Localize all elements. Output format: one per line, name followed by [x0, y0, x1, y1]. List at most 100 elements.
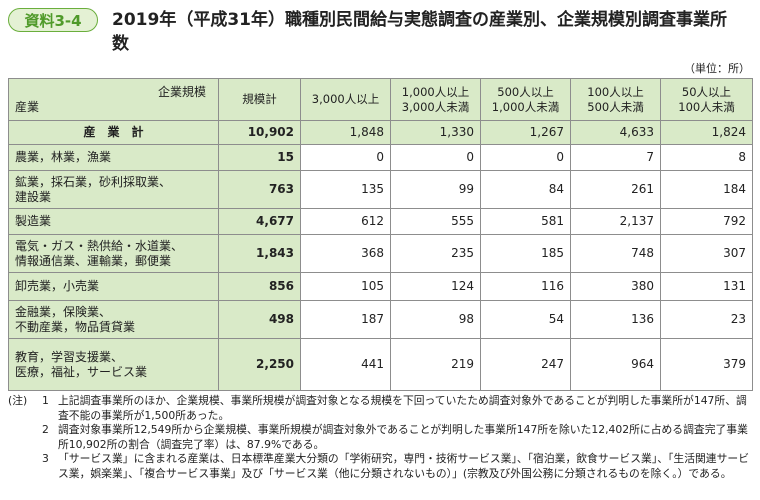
header-line: 100人以上: [587, 84, 644, 99]
value-cell: 54: [480, 300, 571, 339]
value-cell: 1,267: [480, 120, 571, 145]
label-line: 産 業 計: [83, 125, 144, 139]
value-cell: 856: [218, 272, 301, 301]
value-cell: 763: [218, 170, 301, 209]
value-cell: 581: [480, 208, 571, 235]
note-spacer: [8, 423, 42, 452]
header-row: 企業規模 産業 規模計 3,000人以上 1,000人以上 3,000人未満 500人以上 1…: [8, 78, 753, 121]
label-line: 電気・ガス・熱供給・水道業、: [15, 238, 184, 253]
corner-bottom: 産業: [15, 99, 40, 114]
value-cell: 368: [300, 234, 391, 273]
value-cell: 185: [480, 234, 571, 273]
row-label: 教育，学習支援業、 医療，福祉，サービス業: [8, 338, 219, 391]
value-cell: 498: [218, 300, 301, 339]
label-line: 不動産業，物品賃貸業: [15, 319, 136, 334]
badge: 資料3-4: [8, 8, 98, 32]
row-label: 製造業: [8, 208, 219, 235]
value-cell: 23: [660, 300, 753, 339]
row-label: 電気・ガス・熱供給・水道業、 情報通信業、運輸業，郵便業: [8, 234, 219, 273]
value-cell: 1,330: [390, 120, 481, 145]
column-header: 3,000人以上: [300, 78, 391, 121]
note: 2 調査対象事業所12,549所から企業規模、事業所規模が調査対象外であることが判…: [8, 423, 752, 452]
label-line: 製造業: [15, 214, 52, 228]
label-line: 農業，林業，漁業: [15, 150, 112, 164]
row: 教育，学習支援業、 医療，福祉，サービス業 2,250 441 219 247 964 379: [8, 338, 753, 391]
label-line: 卸売業，小売業: [15, 279, 100, 293]
column-header: 1,000人以上 3,000人未満: [390, 78, 481, 121]
notes: (注) 1 上記調査事業所のほか、企業規模、事業所規模が調査対象となる規模を下回って…: [8, 394, 752, 481]
value-cell: 2,137: [570, 208, 661, 235]
label-line: 医療，福祉，サービス業: [15, 364, 148, 379]
value-cell: 7: [570, 144, 661, 171]
row: 卸売業，小売業 856 105 124 116 380 131: [8, 272, 753, 301]
value-cell: 2,250: [218, 338, 301, 391]
value-cell: 792: [660, 208, 753, 235]
column-header: 規模計: [218, 78, 301, 121]
row-label: 卸売業，小売業: [8, 272, 219, 301]
note: 3 「サービス業」に含まれる産業は、日本標準産業大分類の「学術研究，専門・技術サー…: [8, 452, 752, 481]
header-line: 3,000人以上: [311, 92, 380, 106]
label-line: 鉱業，採石業，砂利採取業、: [15, 174, 172, 189]
row-label: 金融業，保険業、 不動産業，物品賃貸業: [8, 300, 219, 339]
label-line: 情報通信業、運輸業，郵便業: [15, 253, 172, 268]
value-cell: 261: [570, 170, 661, 209]
value-cell: 4,677: [218, 208, 301, 235]
note-text: 「サービス業」に含まれる産業は、日本標準産業大分類の「学術研究，専門・技術サービ…: [58, 452, 749, 480]
label-line: 建設業: [15, 189, 52, 204]
note-spacer: [8, 452, 42, 481]
value-cell: 219: [390, 338, 481, 391]
row: 電気・ガス・熱供給・水道業、 情報通信業、運輸業，郵便業 1,843 368 235 18…: [8, 234, 753, 273]
value-cell: 84: [480, 170, 571, 209]
note-text: 調査対象事業所12,549所から企業規模、事業所規模が調査対象外であることが判明…: [58, 423, 748, 451]
row: 産 業 計 10,902 1,848 1,330 1,267 4,633 1,824: [8, 120, 753, 145]
value-cell: 8: [660, 144, 753, 171]
value-cell: 555: [390, 208, 481, 235]
value-cell: 1,824: [660, 120, 753, 145]
row: 農業，林業，漁業 15 0 0 0 7 8: [8, 144, 753, 171]
note-label: (注): [8, 394, 28, 407]
corner-top: 企業規模: [157, 84, 206, 99]
row-label: 鉱業，採石業，砂利採取業、 建設業: [8, 170, 219, 209]
value-cell: 187: [300, 300, 391, 339]
corner-cell: 企業規模産業: [8, 78, 219, 121]
note-number: 2: [42, 423, 49, 436]
value-cell: 1,843: [218, 234, 301, 273]
column-header: 100人以上 500人未満: [570, 78, 661, 121]
value-cell: 135: [300, 170, 391, 209]
value-cell: 1,848: [300, 120, 391, 145]
value-cell: 235: [390, 234, 481, 273]
header-line: 1,000人以上: [401, 84, 470, 99]
value-cell: 131: [660, 272, 753, 301]
value-cell: 124: [390, 272, 481, 301]
table: 企業規模 産業 規模計 3,000人以上 1,000人以上 3,000人未満 500人以上 1…: [8, 78, 753, 391]
value-cell: 10,902: [218, 120, 301, 145]
value-cell: 247: [480, 338, 571, 391]
label-line: 教育，学習支援業、: [15, 349, 124, 364]
value-cell: 184: [660, 170, 753, 209]
value-cell: 0: [480, 144, 571, 171]
note-number: 1: [42, 394, 49, 407]
value-cell: 379: [660, 338, 753, 391]
value-cell: 964: [570, 338, 661, 391]
value-cell: 116: [480, 272, 571, 301]
row: 製造業 4,677 612 555 581 2,137 792: [8, 208, 753, 235]
header-line: 500人以上: [497, 84, 554, 99]
note: (注) 1 上記調査事業所のほか、企業規模、事業所規模が調査対象となる規模を下回って…: [8, 394, 752, 423]
header-line: 100人未満: [678, 99, 735, 114]
value-cell: 136: [570, 300, 661, 339]
row: 鉱業，採石業，砂利採取業、 建設業 763 135 99 84 261 184: [8, 170, 753, 209]
value-cell: 4,633: [570, 120, 661, 145]
note-text: 上記調査事業所のほか、企業規模、事業所規模が調査対象となる規模を下回っていたため…: [58, 394, 747, 422]
column-header: 500人以上 1,000人未満: [480, 78, 571, 121]
unit: （単位：所）: [684, 62, 750, 75]
value-cell: 307: [660, 234, 753, 273]
value-cell: 98: [390, 300, 481, 339]
label-line: 金融業，保険業、: [15, 304, 112, 319]
header-line: 規模計: [242, 92, 277, 106]
value-cell: 612: [300, 208, 391, 235]
header-line: 1,000人未満: [491, 99, 560, 114]
value-cell: 99: [390, 170, 481, 209]
value-cell: 380: [570, 272, 661, 301]
value-cell: 0: [300, 144, 391, 171]
